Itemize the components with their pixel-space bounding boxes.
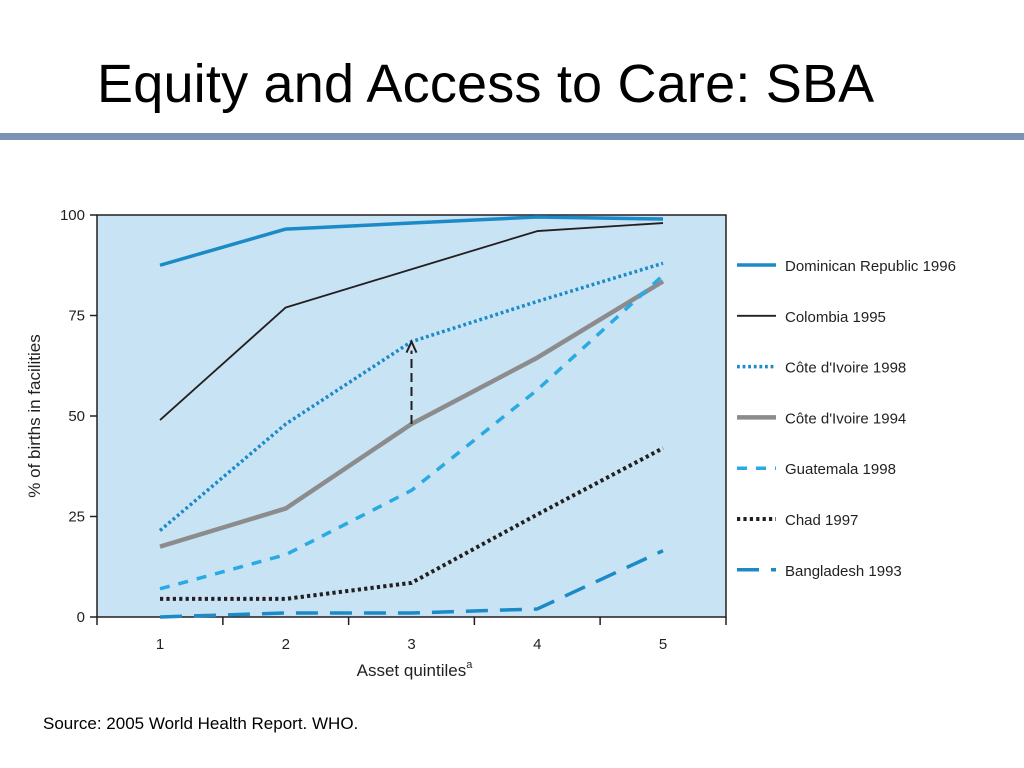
x-tick-label: 2: [282, 636, 290, 653]
y-tick-label: 100: [60, 207, 85, 224]
series-line-4: [159, 274, 665, 591]
y-tick-label: 0: [77, 609, 85, 626]
title-divider: [0, 133, 1024, 140]
x-tick-label: 1: [156, 636, 164, 653]
x-axis-title-superscript: a: [466, 659, 473, 671]
series-line-6: [159, 549, 664, 619]
legend-label: Colombia 1995: [785, 309, 886, 326]
series-line-0: [159, 215, 664, 267]
x-axis-title: Asset quintilesa: [357, 659, 474, 680]
source-note: Source: 2005 World Health Report. WHO.: [43, 714, 359, 733]
y-tick-label: 75: [68, 308, 85, 325]
legend-label: Guatemala 1998: [785, 461, 896, 478]
x-tick-label: 5: [659, 636, 667, 653]
series-line-1: [159, 222, 664, 421]
y-tick-label: 50: [68, 408, 85, 425]
x-axis: 1 2 3 4 5: [96, 617, 727, 653]
legend-label: Côte d'Ivoire 1994: [785, 410, 906, 427]
y-axis-title: % of births in facilities: [25, 334, 44, 497]
legend-label: Bangladesh 1993: [785, 563, 902, 580]
slide-title: Equity and Access to Care: SBA: [97, 54, 875, 114]
annotation-arrow-head: [405, 339, 418, 354]
legend-label: Chad 1997: [785, 512, 858, 529]
x-tick-label: 4: [533, 636, 541, 653]
y-tick-label: 25: [68, 509, 85, 526]
y-axis: 0 25 50 75 100: [60, 207, 97, 626]
annotation-layer: [405, 339, 418, 425]
x-tick-label: 3: [407, 636, 415, 653]
series-line-5: [160, 446, 664, 601]
legend-label: Côte d'Ivoire 1998: [785, 360, 906, 377]
legend: Dominican Republic 1996 Colombia 1995 Côte…: [737, 258, 956, 580]
x-axis-title-text: Asset quintiles: [357, 661, 467, 680]
legend-label: Dominican Republic 1996: [785, 258, 956, 275]
